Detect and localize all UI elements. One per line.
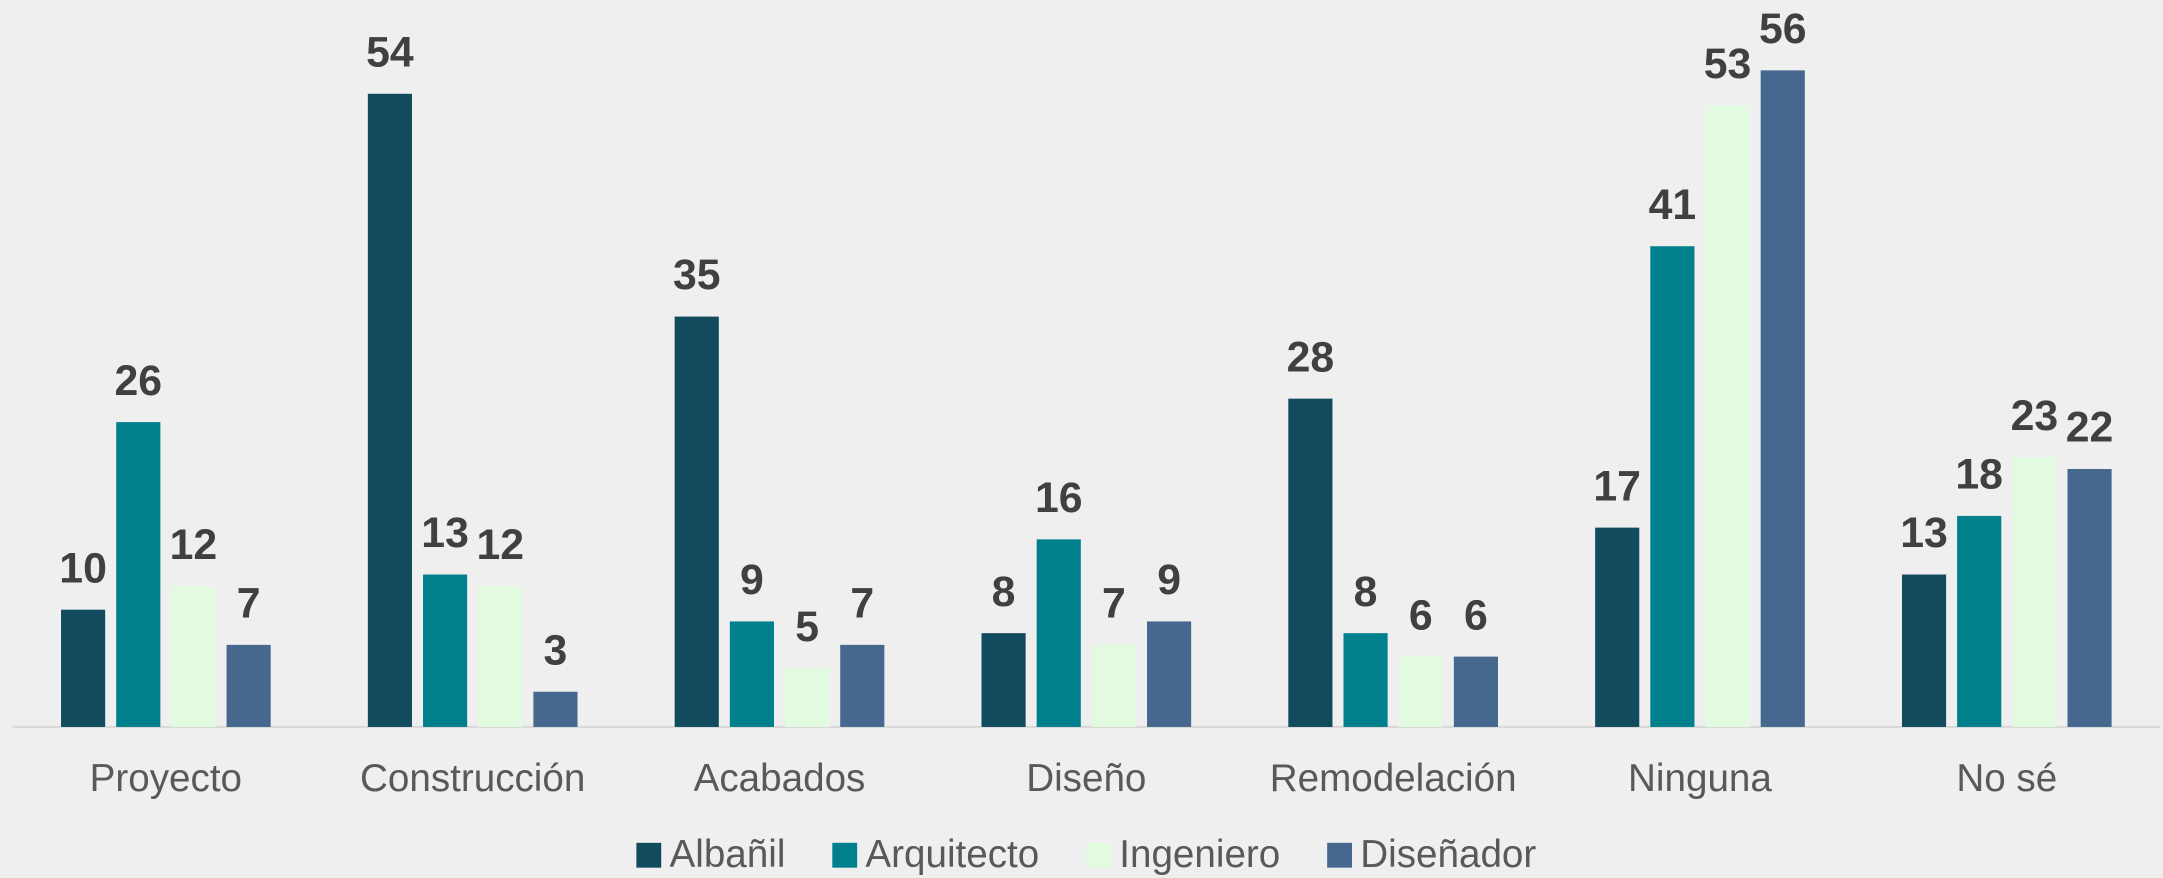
x-tick-label: Proyecto: [90, 757, 242, 800]
data-label: 13: [1900, 509, 1948, 557]
data-label: 13: [421, 509, 469, 557]
legend-label: Albañil: [669, 833, 785, 876]
legend-label: Ingeniero: [1119, 833, 1280, 876]
bar: [533, 691, 578, 727]
bar: [1595, 527, 1640, 727]
bar: [1147, 621, 1192, 727]
data-label: 9: [1157, 556, 1181, 604]
bar: [1901, 574, 1947, 727]
bar: [1091, 644, 1136, 727]
x-tick-label: Diseño: [1026, 757, 1146, 800]
data-label: 12: [476, 521, 524, 569]
bar: [981, 633, 1026, 727]
legend-swatch: [636, 842, 662, 868]
data-label: 35: [673, 251, 721, 299]
data-label: 16: [1035, 474, 1083, 522]
bar: [840, 644, 885, 727]
x-tick-label: No sé: [1956, 757, 2057, 800]
bar: [1343, 633, 1388, 727]
data-label: 53: [1704, 40, 1752, 88]
bar: [1398, 656, 1443, 727]
x-tick-label: Construcción: [360, 757, 585, 800]
bar: [61, 609, 106, 727]
data-label: 18: [1955, 451, 2003, 499]
data-label: 17: [1593, 462, 1641, 510]
bar: [1650, 246, 1695, 727]
data-label: 5: [795, 603, 819, 651]
data-label: 8: [1354, 568, 1378, 616]
legend-swatch: [1327, 842, 1352, 868]
data-label: 23: [2011, 392, 2059, 440]
bar: [226, 644, 271, 727]
data-label: 6: [1409, 591, 1433, 639]
bar: [674, 316, 719, 727]
bar: [1705, 105, 1750, 727]
bar: [785, 668, 830, 727]
bar: [2012, 457, 2057, 727]
data-label: 26: [114, 357, 162, 405]
x-tick-label: Acabados: [694, 757, 866, 800]
x-tick-label: Ninguna: [1628, 757, 1772, 800]
data-label: 22: [2066, 404, 2114, 452]
data-label: 8: [992, 568, 1016, 616]
data-label: 3: [544, 626, 568, 674]
bar: [1288, 398, 1333, 727]
bar: [1957, 515, 2002, 727]
legend-label: Diseñador: [1360, 833, 1536, 876]
bar: [116, 422, 161, 727]
legend-swatch: [832, 842, 858, 868]
bar: [2067, 469, 2112, 727]
data-label: 54: [366, 28, 414, 76]
bar: [478, 586, 523, 727]
legend-swatch: [1086, 842, 1111, 868]
data-label: 10: [59, 544, 107, 592]
bar: [423, 574, 468, 727]
x-tick-label: Remodelación: [1270, 757, 1517, 800]
bar: [1453, 656, 1498, 727]
data-label: 6: [1464, 591, 1488, 639]
bar: [1036, 539, 1081, 727]
data-label: 7: [1102, 580, 1126, 628]
bar: [1760, 70, 1805, 727]
bar: [367, 93, 412, 727]
data-label: 12: [170, 521, 218, 569]
bar: [171, 586, 216, 727]
bar: [729, 621, 774, 727]
data-label: 28: [1287, 333, 1335, 381]
data-label: 7: [237, 580, 261, 628]
data-label: 56: [1759, 5, 1807, 53]
data-label: 9: [740, 556, 764, 604]
data-label: 41: [1649, 181, 1697, 229]
legend-label: Arquitecto: [865, 833, 1039, 876]
data-label: 7: [850, 580, 874, 628]
